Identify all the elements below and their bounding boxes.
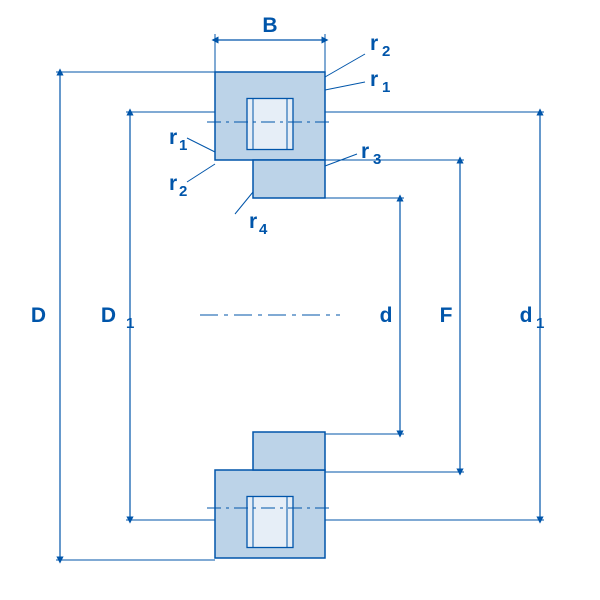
svg-text:r: r <box>169 172 177 195</box>
svg-text:D: D <box>101 304 116 327</box>
svg-text:1: 1 <box>179 137 187 154</box>
svg-text:d: d <box>520 304 533 327</box>
svg-text:F: F <box>440 304 453 327</box>
svg-text:1: 1 <box>126 315 134 332</box>
svg-text:r: r <box>169 126 177 149</box>
svg-text:2: 2 <box>382 43 390 60</box>
dim-label: r <box>370 32 378 55</box>
svg-text:4: 4 <box>259 221 268 238</box>
svg-text:d: d <box>380 304 393 327</box>
inner-ring <box>253 432 325 470</box>
dim-label: r <box>370 68 378 91</box>
svg-text:1: 1 <box>536 315 544 332</box>
svg-text:2: 2 <box>179 183 187 200</box>
svg-text:r: r <box>249 210 257 233</box>
roller <box>247 496 293 547</box>
inner-ring <box>253 160 325 198</box>
bearing-cross-section-diagram: Br2r1r1r2r3r4DD1dFd1 <box>0 0 600 600</box>
dim-label: B <box>262 14 277 37</box>
svg-text:1: 1 <box>382 79 390 96</box>
svg-text:D: D <box>31 304 46 327</box>
roller <box>247 98 293 149</box>
